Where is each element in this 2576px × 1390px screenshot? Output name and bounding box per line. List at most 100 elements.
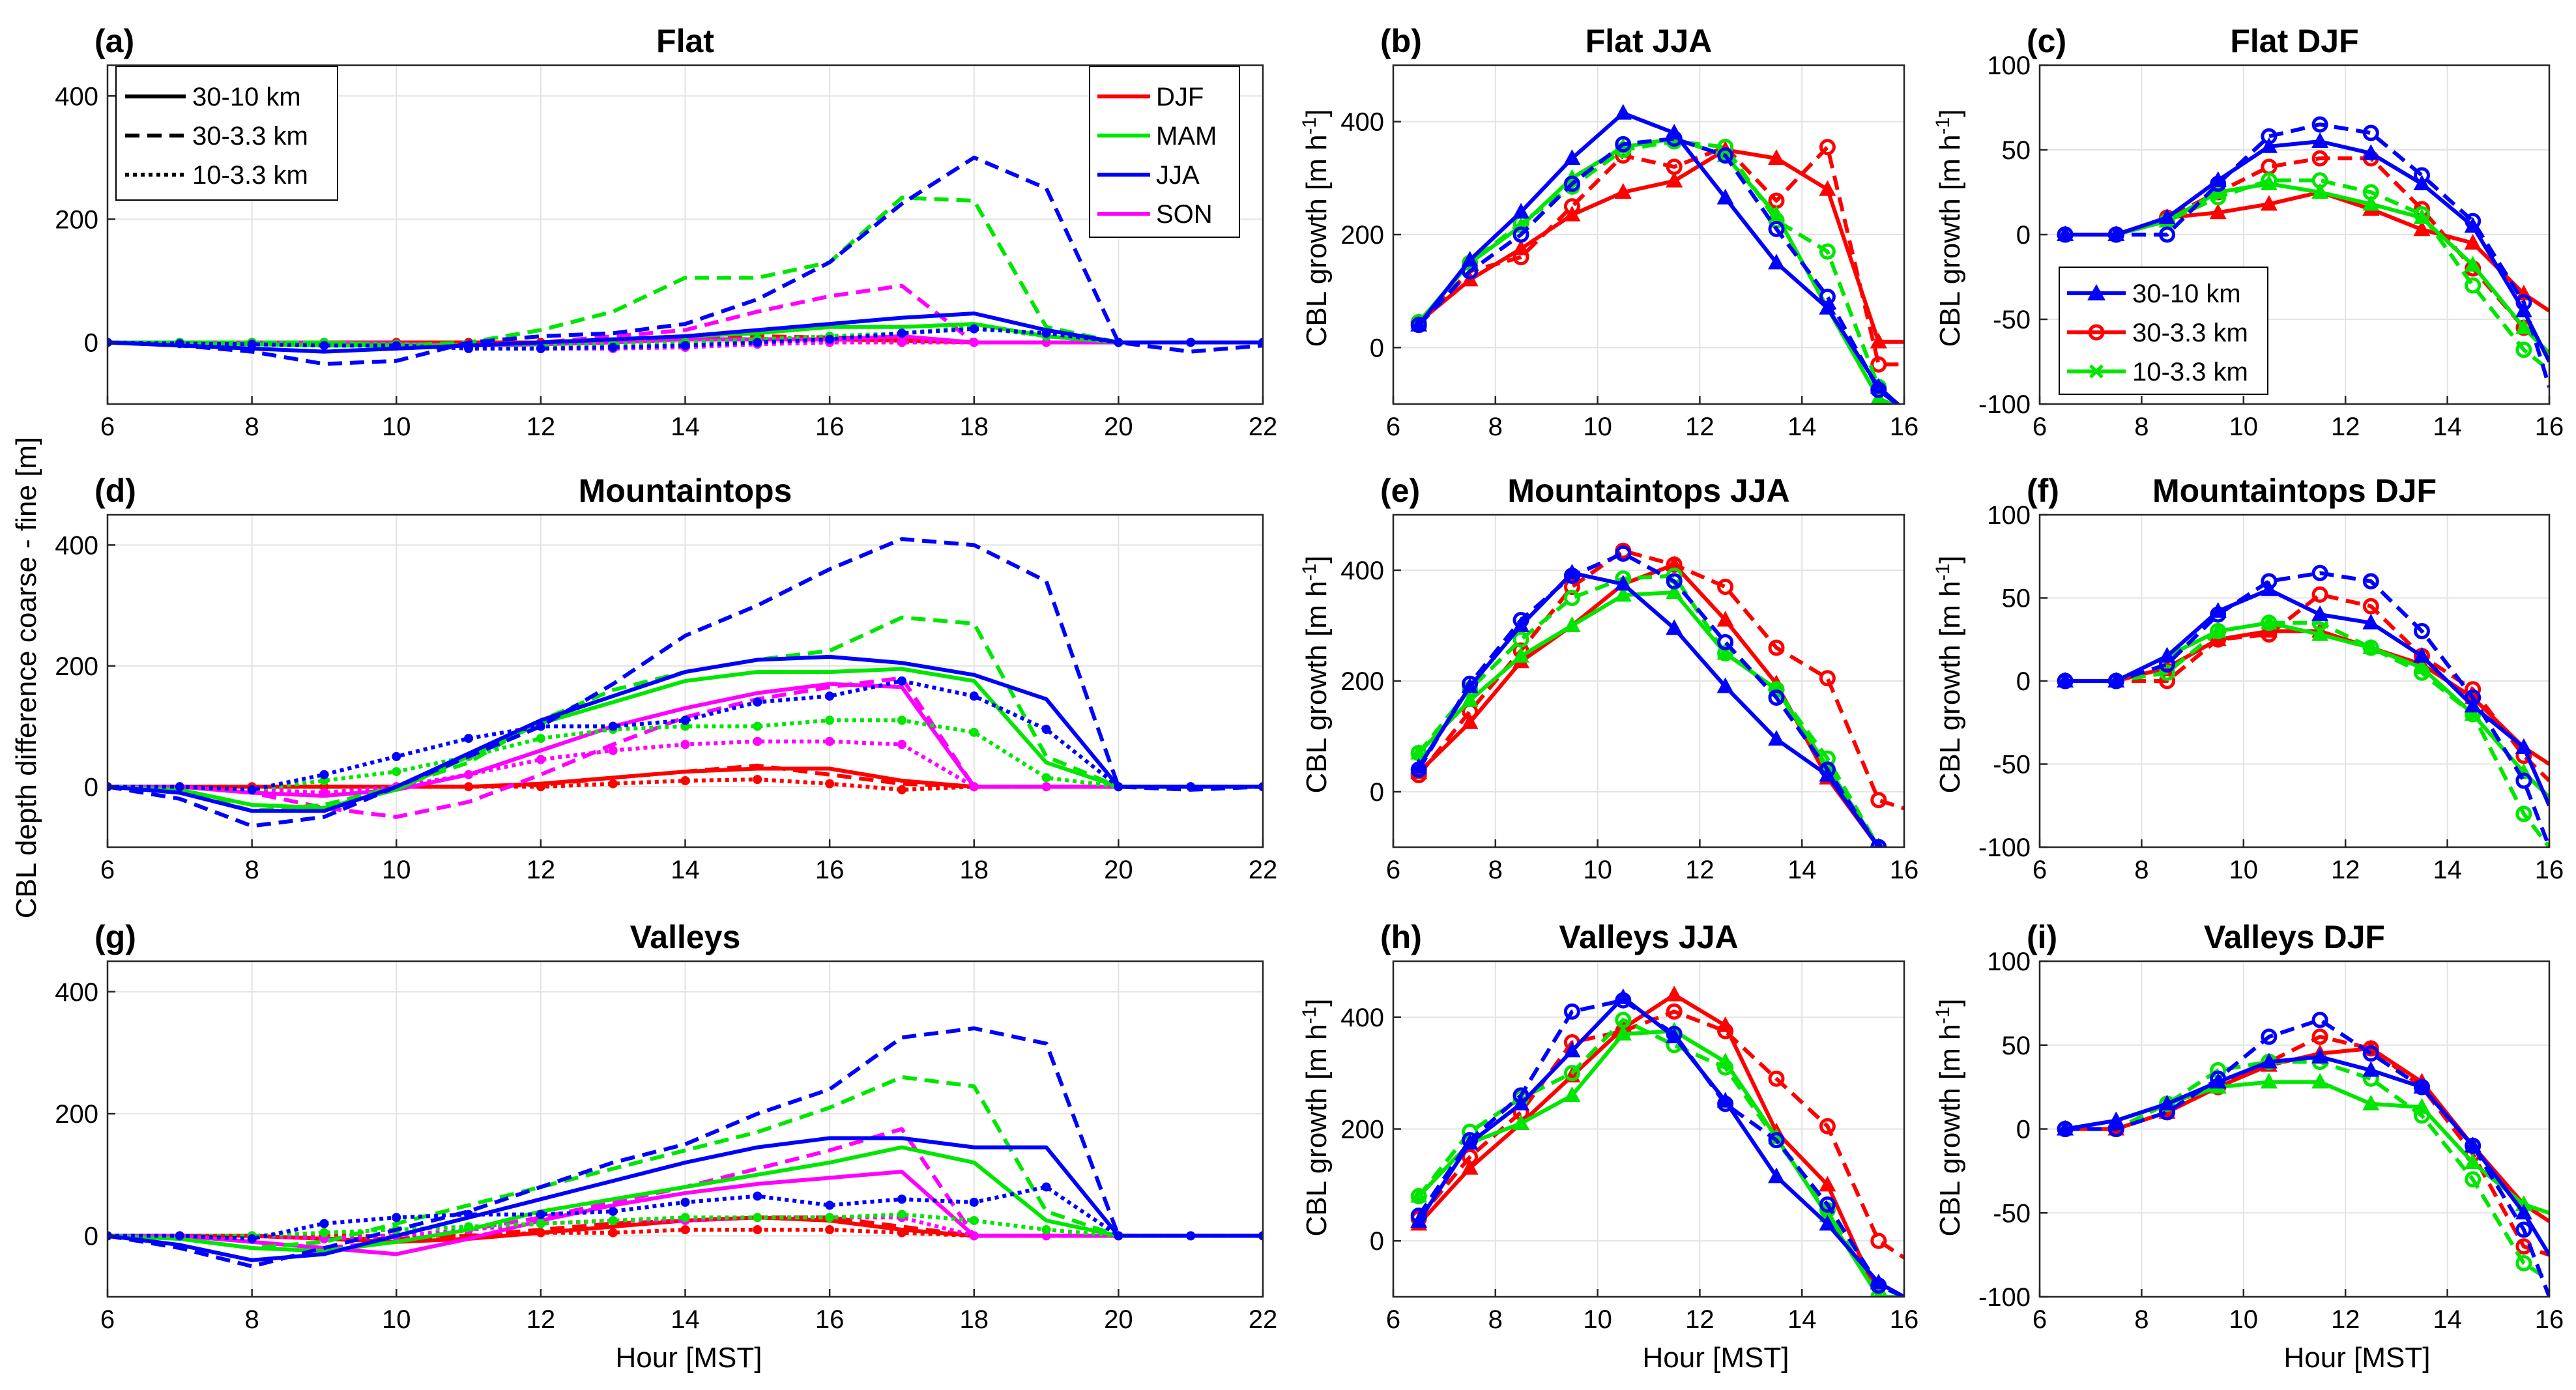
data-point bbox=[1768, 689, 1785, 706]
series-mam-10-3-3- bbox=[108, 1212, 1263, 1238]
panel-e: 6 8 10 12 14 16 0 200 400 (e) Mountaintops JJA bbox=[1340, 472, 1918, 884]
data-point bbox=[1768, 1070, 1785, 1087]
tick-label-x: 16 bbox=[2535, 856, 2564, 884]
tick-label-x: 22 bbox=[1249, 856, 1278, 884]
data-point bbox=[1114, 338, 1123, 347]
data-point bbox=[1512, 631, 1529, 648]
data-point bbox=[1819, 1118, 1836, 1135]
data-point bbox=[464, 1209, 474, 1219]
panel-label: (e) bbox=[1380, 472, 1420, 509]
data-point bbox=[1041, 328, 1051, 338]
series-jja-30-3-3- bbox=[1417, 136, 1900, 404]
legend-style-solid-label: 30-10 km bbox=[192, 83, 301, 111]
data-point bbox=[2311, 605, 2329, 621]
panel-f: 6 8 10 12 14 16 -100 -50 0 50 100(f) Mountaintops D… bbox=[1978, 472, 2564, 884]
plot-area bbox=[108, 155, 1263, 366]
ylabel-growth-exp: -1 bbox=[1932, 117, 1954, 135]
tick-label-y: 0 bbox=[2016, 1116, 2031, 1144]
data-point bbox=[2210, 1070, 2227, 1087]
data-point bbox=[1768, 149, 1785, 165]
series-mam-30-10- bbox=[108, 1145, 1263, 1253]
tick-label-x: 18 bbox=[960, 856, 989, 884]
data-point bbox=[1615, 545, 1632, 562]
data-point bbox=[1666, 573, 1683, 590]
tick-label-y: 400 bbox=[55, 978, 98, 1007]
data-point bbox=[825, 716, 835, 725]
ylabel-growth-text: CBL growth [m h bbox=[1934, 581, 1966, 793]
series-jja-30-3-3- bbox=[1417, 551, 1888, 847]
panel-title: Valleys JJA bbox=[1559, 919, 1738, 955]
series-mam-30-10- bbox=[1417, 1029, 1904, 1297]
tick-label-y: 50 bbox=[2002, 585, 2031, 613]
data-point bbox=[1666, 985, 1683, 1002]
tick-label-x: 18 bbox=[960, 1305, 989, 1334]
data-point bbox=[464, 343, 474, 353]
tick-label-y: 100 bbox=[1987, 51, 2031, 80]
data-point bbox=[1870, 1232, 1887, 1249]
tick-label-x: 18 bbox=[960, 413, 989, 441]
tick-label-x: 8 bbox=[245, 1305, 259, 1334]
data-point bbox=[1563, 175, 1580, 192]
data-point bbox=[536, 755, 545, 764]
data-point bbox=[1258, 1231, 1263, 1241]
data-point bbox=[2362, 613, 2380, 630]
data-point bbox=[897, 1228, 906, 1238]
data-point bbox=[1614, 586, 1632, 602]
tick-label-x: 6 bbox=[2033, 856, 2047, 884]
series-mam-30-3-3- bbox=[1417, 573, 1888, 847]
tick-label-y: 50 bbox=[2002, 1032, 2031, 1060]
panel-d: 6 8 10 12 14 16 18 20 22 0 200 400 (d) Mountaintops bbox=[55, 472, 1277, 884]
tick-label-y: -50 bbox=[1993, 751, 2031, 779]
data-point bbox=[2515, 1221, 2532, 1238]
data-point bbox=[680, 341, 690, 351]
tick-label-x: 12 bbox=[527, 1305, 556, 1334]
data-point bbox=[897, 338, 906, 347]
data-point bbox=[825, 779, 835, 789]
data-point bbox=[1186, 338, 1196, 347]
data-point bbox=[1615, 136, 1632, 152]
data-point bbox=[464, 770, 474, 779]
data-point bbox=[1512, 226, 1529, 243]
ylabel-growth-i: CBL growth [m h-1] bbox=[1932, 999, 1967, 1237]
data-point bbox=[2311, 1073, 2329, 1089]
panel-label: (g) bbox=[94, 919, 136, 955]
tick-label-x: 8 bbox=[2134, 1305, 2149, 1334]
panel-title: Valleys bbox=[630, 919, 741, 955]
data-point bbox=[1666, 619, 1683, 635]
tick-label-x: 8 bbox=[1488, 1305, 1503, 1334]
panel-title: Mountaintops JJA bbox=[1507, 472, 1789, 509]
data-point bbox=[1870, 839, 1887, 847]
svg-text:CBL growth [m h-1]: CBL growth [m h-1] bbox=[1299, 999, 1333, 1237]
series-djf-30-3-3- bbox=[1417, 1009, 1904, 1260]
tick-label-y: 0 bbox=[1370, 1227, 1384, 1256]
series-jja-30-10- bbox=[1417, 571, 1888, 847]
data-point bbox=[1870, 381, 1887, 398]
legend-seasons: DJF MAM JJA SON bbox=[1089, 66, 1240, 238]
data-point bbox=[1410, 1212, 1428, 1228]
panel-label: (d) bbox=[94, 472, 136, 509]
tick-label-x: 8 bbox=[2134, 413, 2149, 441]
tick-label-y: 0 bbox=[84, 1222, 98, 1251]
tick-label-x: 8 bbox=[245, 856, 259, 884]
data-point bbox=[1666, 557, 1683, 573]
data-point bbox=[2260, 1052, 2278, 1069]
data-point bbox=[1614, 183, 1632, 199]
data-point bbox=[2362, 124, 2379, 141]
panel-label: (b) bbox=[1380, 23, 1422, 59]
tick-label-x: 10 bbox=[2229, 1305, 2259, 1334]
tick-label-x: 8 bbox=[245, 413, 259, 441]
data-point bbox=[2465, 277, 2482, 294]
panel-title: Flat DJF bbox=[2230, 23, 2358, 59]
data-point bbox=[2414, 1107, 2430, 1124]
tick-label-y: -100 bbox=[1978, 1283, 2031, 1312]
series-djf-30-10- bbox=[1417, 562, 1888, 847]
tick-label-x: 14 bbox=[2433, 413, 2462, 441]
data-point bbox=[680, 716, 690, 725]
data-point bbox=[1870, 1277, 1887, 1294]
data-point bbox=[1716, 188, 1734, 205]
data-point bbox=[969, 1215, 979, 1225]
data-point bbox=[2362, 1045, 2379, 1062]
ylabel-growth-end: ] bbox=[1301, 556, 1333, 564]
data-point bbox=[2311, 1028, 2328, 1045]
data-point bbox=[897, 785, 906, 794]
